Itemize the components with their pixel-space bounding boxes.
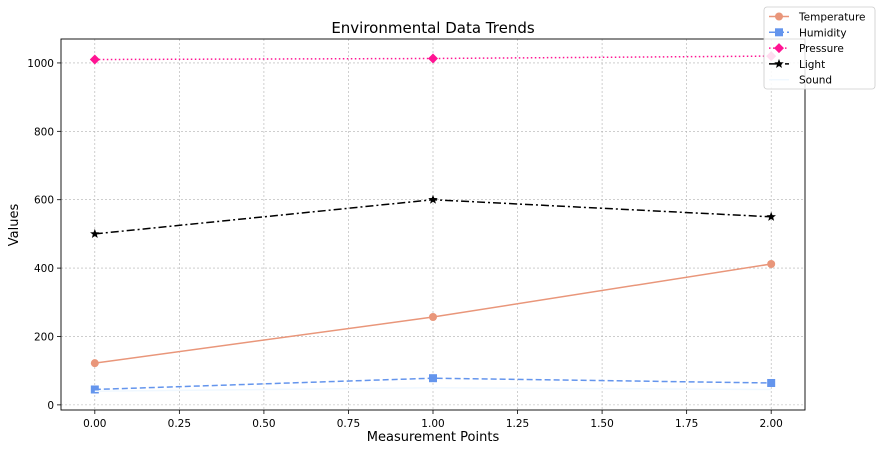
data-point-temperature bbox=[429, 312, 437, 321]
y-tick-label: 0 bbox=[47, 400, 54, 412]
legend-marker-humidity bbox=[775, 28, 783, 37]
data-point-humidity bbox=[90, 385, 99, 394]
data-point-light bbox=[766, 211, 776, 221]
data-point-humidity bbox=[767, 378, 776, 387]
y-tick-label: 1000 bbox=[27, 58, 54, 70]
y-tick-label: 400 bbox=[34, 263, 54, 275]
x-axis-label: Measurement Points bbox=[367, 430, 500, 445]
data-point-light bbox=[90, 228, 100, 238]
series-humidity bbox=[90, 374, 776, 394]
x-tick-label: 2.00 bbox=[759, 418, 782, 430]
grid-layer bbox=[61, 39, 805, 410]
legend-label-humidity: Humidity bbox=[799, 27, 847, 39]
data-point-pressure bbox=[89, 54, 100, 65]
y-tick-label: 200 bbox=[34, 331, 54, 343]
legend-label-pressure: Pressure bbox=[799, 43, 844, 55]
data-point-temperature bbox=[90, 359, 99, 368]
legend: Temperature Humidity Pressure Light Sound bbox=[763, 6, 876, 90]
y-tick-label: 800 bbox=[34, 126, 54, 138]
x-tick-label: 0.00 bbox=[83, 418, 106, 430]
legend-item-temperature: Temperature bbox=[769, 12, 866, 24]
data-point-pressure bbox=[428, 53, 438, 64]
y-axis-label: Values bbox=[7, 204, 22, 247]
series-temperature bbox=[90, 259, 776, 368]
legend-item-light: Light bbox=[769, 58, 825, 71]
series-sound bbox=[94, 387, 772, 392]
x-tick-label: 1.50 bbox=[590, 418, 613, 430]
legend-item-pressure: Pressure bbox=[769, 43, 844, 55]
tick-layer: 0.00 0.25 0.50 0.75 1.00 1.25 1.50 1.75 2.00 0 200… bbox=[27, 58, 783, 430]
x-tick-label: 0.50 bbox=[252, 418, 275, 430]
legend-label-light: Light bbox=[799, 59, 825, 71]
legend-marker-light bbox=[774, 58, 784, 68]
legend-item-sound: Sound bbox=[769, 75, 832, 87]
data-point-light bbox=[428, 194, 438, 204]
chart-title: Environmental Data Trends bbox=[331, 19, 535, 37]
x-tick-label: 1.00 bbox=[421, 418, 444, 430]
legend-marker-temperature bbox=[775, 12, 783, 21]
x-tick-label: 1.75 bbox=[675, 418, 698, 430]
legend-label-temperature: Temperature bbox=[798, 12, 866, 24]
data-point-temperature bbox=[767, 259, 776, 268]
series-pressure bbox=[89, 51, 777, 65]
data-point-humidity bbox=[429, 374, 437, 383]
series-light bbox=[90, 194, 776, 238]
legend-item-humidity: Humidity bbox=[769, 27, 847, 39]
legend-frame bbox=[763, 6, 876, 90]
x-tick-label: 0.75 bbox=[337, 418, 360, 430]
series-line-sound bbox=[94, 387, 772, 392]
y-tick-label: 600 bbox=[34, 195, 54, 207]
series-line-pressure bbox=[94, 55, 772, 61]
x-tick-label: 1.25 bbox=[506, 418, 529, 430]
x-tick-label: 0.25 bbox=[168, 418, 191, 430]
legend-marker-pressure bbox=[774, 43, 784, 54]
series-layer bbox=[89, 51, 777, 394]
legend-label-sound: Sound bbox=[799, 75, 832, 87]
